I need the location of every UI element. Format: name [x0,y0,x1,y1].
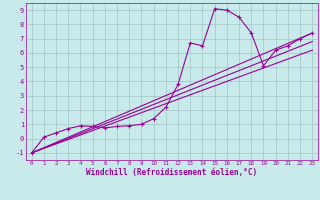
X-axis label: Windchill (Refroidissement éolien,°C): Windchill (Refroidissement éolien,°C) [86,168,258,177]
